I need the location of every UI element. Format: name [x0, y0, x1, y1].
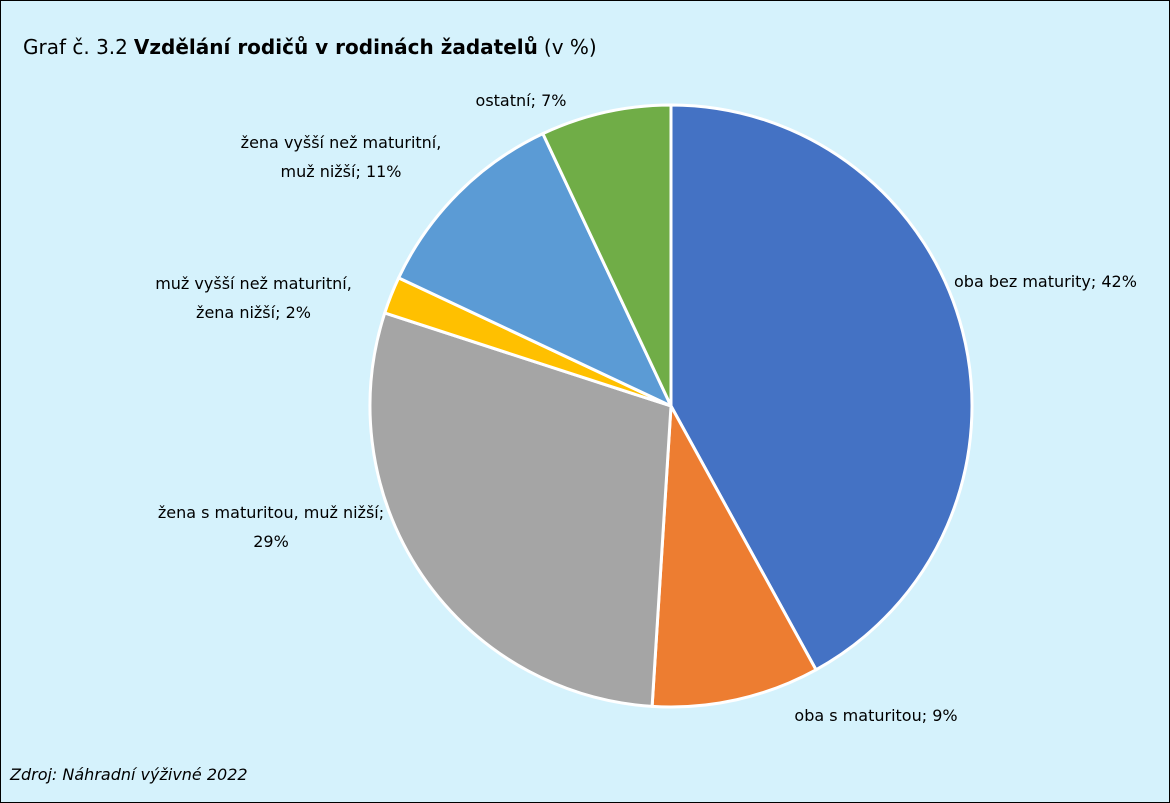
source-note: Zdroj: Náhradní výživné 2022: [10, 765, 248, 784]
data-label: oba s maturitou; 9%: [794, 706, 958, 725]
pie-slice: [368, 311, 673, 708]
chart-title-row: Graf č. 3.2 Vzdělání rodičů v rodinách ža…: [23, 35, 597, 59]
title-prefix: Graf č. 3.2: [23, 35, 128, 59]
pie-slice: [650, 404, 818, 709]
data-label: žena vyšší než maturitní, muž nižší; 11%: [240, 133, 442, 181]
data-label: ostatní; 7%: [475, 91, 567, 110]
chart-title: Vzdělání rodičů v rodinách žadatelů: [133, 35, 538, 59]
pie-slice: [397, 132, 673, 408]
data-label: oba bez maturity; 42%: [954, 272, 1137, 291]
data-label: muž vyšší než maturitní, žena nižší; 2%: [155, 274, 352, 322]
title-suffix: (v %): [543, 35, 597, 59]
pie-slice: [669, 103, 974, 672]
pie-slice: [541, 103, 673, 408]
data-label: žena s maturitou, muž nižší; 29%: [157, 503, 385, 551]
